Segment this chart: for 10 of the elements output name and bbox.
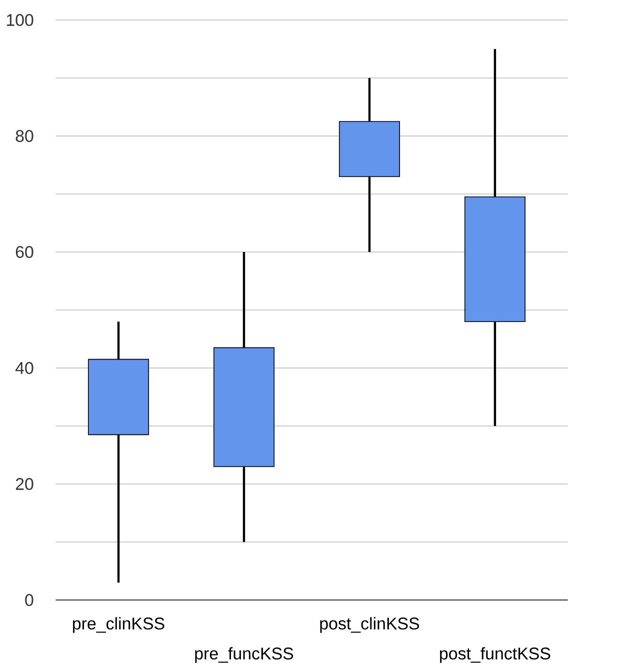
x-tick-label: post_functKSS [440,647,550,663]
x-tick-label: pre_funcKSS [195,647,294,663]
y-tick-label: 20 [16,478,34,490]
y-tick-label: 60 [16,246,34,258]
x-tick-label: pre_clinKSS [72,617,164,633]
y-tick-label: 0 [25,594,34,606]
y-tick-label: 40 [15,362,34,374]
y-tick-label: 100 [6,14,34,26]
y-tick-label: 80 [16,130,34,142]
x-tick-label: post_clinKSS [320,617,420,633]
